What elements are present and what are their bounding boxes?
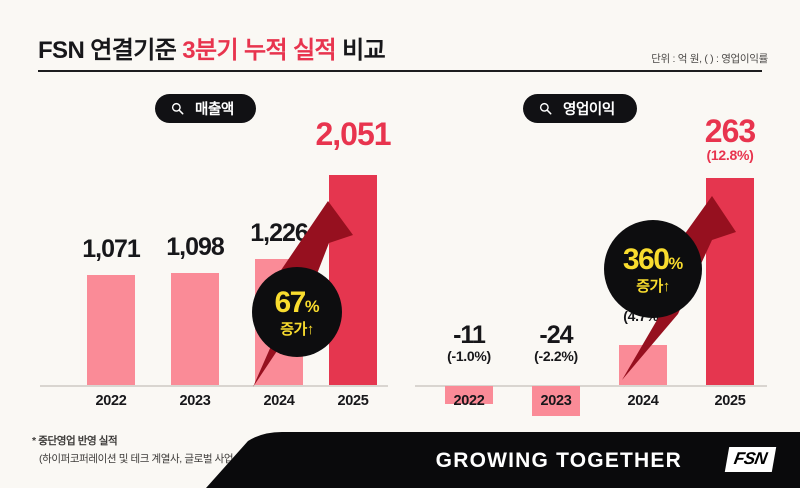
footnote-line-1: * 중단영업 반영 실적 bbox=[32, 435, 118, 447]
bar-revenue-2023 bbox=[171, 273, 219, 385]
search-icon bbox=[539, 102, 552, 115]
fsn-logo: FSN bbox=[724, 447, 776, 472]
value-profit-2022: -11 bbox=[453, 321, 486, 349]
growth-badge-profit: 360% 증가↑ bbox=[604, 220, 702, 318]
growth-badge-revenue: 67% 증가↑ bbox=[252, 267, 342, 357]
section-pill-revenue: 매출액 bbox=[155, 94, 256, 123]
title-prefix: FSN 연결기준 bbox=[38, 37, 183, 64]
xlabel-revenue-2022: 2022 bbox=[95, 393, 127, 409]
growth-badge-revenue-caption: 증가↑ bbox=[280, 320, 314, 338]
title-suffix: 비교 bbox=[336, 37, 386, 64]
value-revenue-2024: 1,226 bbox=[250, 219, 309, 247]
growth-badge-revenue-value: 67% bbox=[274, 285, 320, 319]
chart-revenue: 1,071 1,098 1,226 2,051 2022 2023 2024 2… bbox=[40, 110, 400, 410]
title-highlight: 3분기 누적 실적 bbox=[182, 37, 337, 64]
section-pill-profit: 영업이익 bbox=[523, 94, 637, 123]
fsn-logo-text: FSN bbox=[732, 449, 768, 468]
value-profit-2023: -24 bbox=[539, 321, 573, 349]
search-icon bbox=[171, 102, 184, 115]
growth-badge-profit-percent: % bbox=[668, 254, 684, 273]
value-label-profit-2025: 263 (12.8%) bbox=[675, 115, 785, 165]
xlabel-profit-2025: 2025 bbox=[714, 393, 746, 409]
margin-profit-2025: (12.8%) bbox=[706, 147, 754, 163]
xlabel-revenue-2025: 2025 bbox=[337, 393, 369, 409]
footnote: * 중단영업 반영 실적 (하이퍼코퍼레이션 및 테크 계열사, 글로벌 사업 … bbox=[32, 433, 258, 469]
footer-slogan: GROWING TOGETHER bbox=[435, 449, 682, 472]
chart-profit: -11 (-1.0%) -24 (-2.2%) 57 (4.7%) 263 (1… bbox=[415, 110, 785, 416]
chart-revenue-baseline bbox=[40, 385, 388, 387]
margin-profit-2023: (-2.2%) bbox=[534, 348, 578, 364]
footnote-line-2: (하이퍼코퍼레이션 및 테크 계열사, 글로벌 사업 제외) bbox=[39, 452, 258, 465]
section-pill-profit-label: 영업이익 bbox=[563, 102, 615, 118]
value-revenue-2023: 1,098 bbox=[166, 233, 225, 261]
unit-note: 단위 : 억 원, ( ) : 영업이익률 bbox=[651, 53, 768, 65]
header-divider bbox=[38, 70, 762, 72]
section-pill-revenue-label: 매출액 bbox=[195, 102, 234, 118]
xlabel-profit-2023: 2023 bbox=[540, 393, 572, 409]
value-label-revenue-2025: 2,051 bbox=[298, 118, 408, 150]
xlabel-revenue-2023: 2023 bbox=[179, 393, 211, 409]
growth-badge-revenue-number: 67 bbox=[274, 285, 306, 319]
growth-badge-revenue-percent: % bbox=[304, 297, 320, 316]
value-label-revenue-2022: 1,071 bbox=[61, 237, 161, 262]
bar-revenue-2022 bbox=[87, 275, 135, 385]
growth-badge-profit-caption: 증가↑ bbox=[636, 277, 670, 295]
page-title: FSN 연결기준 3분기 누적 실적 비교 bbox=[38, 30, 386, 65]
value-label-profit-2022: -11 (-1.0%) bbox=[419, 323, 519, 366]
bar-revenue-2025 bbox=[329, 175, 377, 385]
bar-profit-2023 bbox=[532, 386, 580, 416]
footer-banner-shape bbox=[206, 432, 800, 488]
value-profit-2025: 263 bbox=[704, 113, 756, 149]
bar-profit-2022 bbox=[445, 386, 493, 404]
growth-badge-profit-number: 360 bbox=[622, 242, 670, 276]
xlabel-profit-2022: 2022 bbox=[453, 393, 485, 409]
growth-badge-profit-value: 360% bbox=[622, 242, 684, 276]
value-label-profit-2023: -24 (-2.2%) bbox=[506, 323, 606, 366]
value-label-revenue-2023: 1,098 bbox=[145, 235, 245, 260]
xlabel-revenue-2024: 2024 bbox=[263, 393, 295, 409]
chart-profit-baseline bbox=[415, 385, 767, 387]
value-revenue-2025: 2,051 bbox=[315, 116, 391, 152]
value-label-revenue-2024: 1,226 bbox=[229, 221, 329, 246]
xlabel-profit-2024: 2024 bbox=[627, 393, 659, 409]
margin-profit-2022: (-1.0%) bbox=[447, 348, 491, 364]
value-revenue-2022: 1,071 bbox=[82, 235, 141, 263]
